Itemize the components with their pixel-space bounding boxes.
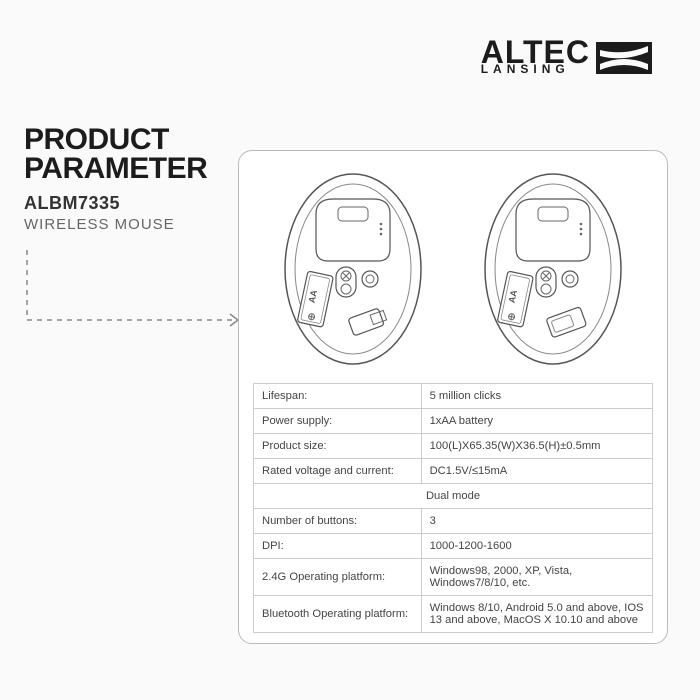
table-row: 2.4G Operating platform: Windows98, 2000… (254, 559, 653, 596)
spec-value: DC1.5V/≤15mA (421, 459, 652, 484)
spec-table: Lifespan: 5 million clicks Power supply:… (253, 383, 653, 633)
spec-label: 2.4G Operating platform: (254, 559, 422, 596)
spec-value: 1000-1200-1600 (421, 534, 652, 559)
table-row: DPI: 1000-1200-1600 (254, 534, 653, 559)
connector-line (24, 250, 238, 336)
logo-mark-icon (596, 42, 652, 74)
spec-label: Rated voltage and current: (254, 459, 422, 484)
spec-label: Lifespan: (254, 384, 422, 409)
spec-label: DPI: (254, 534, 422, 559)
spec-value: Windows 8/10, Android 5.0 and above, IOS… (421, 596, 652, 633)
spec-label: Number of buttons: (254, 509, 422, 534)
spec-value: 1xAA battery (421, 409, 652, 434)
spec-label: Bluetooth Operating platform: (254, 596, 422, 633)
table-row: Rated voltage and current: DC1.5V/≤15mA (254, 459, 653, 484)
table-row: Number of buttons: 3 (254, 509, 653, 534)
logo-brand-text: ALTEC (481, 40, 590, 64)
table-row: Lifespan: 5 million clicks (254, 384, 653, 409)
table-section-header: Dual mode (254, 484, 653, 509)
mouse-diagram-left: AA (278, 169, 428, 369)
mouse-diagram-right: AA (478, 169, 628, 369)
model-number: ALBM7335 (24, 193, 234, 214)
spec-value: 100(L)X65.35(W)X36.5(H)±0.5mm (421, 434, 652, 459)
table-row: Product size: 100(L)X65.35(W)X36.5(H)±0.… (254, 434, 653, 459)
spec-panel: AA (238, 150, 668, 644)
spec-value: 5 million clicks (421, 384, 652, 409)
section-header-text: Dual mode (254, 484, 653, 509)
header-block: PRODUCT PARAMETER ALBM7335 WIRELESS MOUS… (24, 126, 234, 233)
product-name: WIRELESS MOUSE (24, 216, 234, 233)
title-line2: PARAMETER (24, 155, 234, 184)
spec-value: Windows98, 2000, XP, Vista, Windows7/8/1… (421, 559, 652, 596)
spec-value: 3 (421, 509, 652, 534)
spec-label: Product size: (254, 434, 422, 459)
spec-label: Power supply: (254, 409, 422, 434)
diagram-row: AA (253, 165, 653, 383)
brand-logo: ALTEC LANSING (481, 40, 652, 76)
page-title: PRODUCT PARAMETER (24, 126, 234, 183)
table-row: Power supply: 1xAA battery (254, 409, 653, 434)
table-row: Bluetooth Operating platform: Windows 8/… (254, 596, 653, 633)
